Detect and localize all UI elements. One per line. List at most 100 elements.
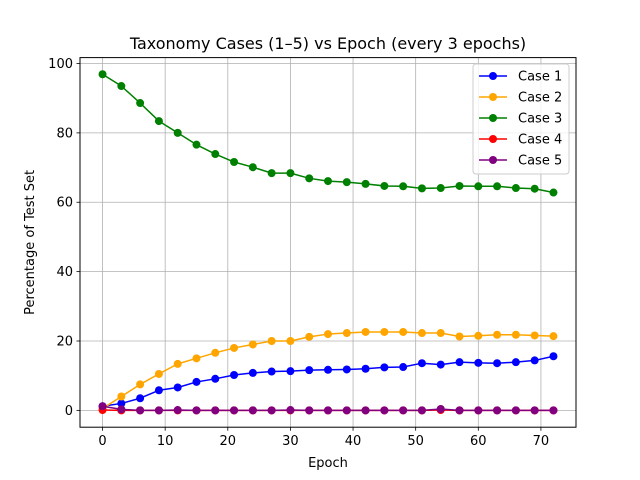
data-point-case-1 (474, 358, 483, 367)
data-point-case-2 (361, 327, 370, 336)
data-point-case-5 (342, 406, 351, 415)
data-point-case-3 (493, 182, 502, 191)
x-axis-label: Epoch (308, 456, 348, 471)
x-tick-label: 30 (282, 434, 299, 449)
chart-title: Taxonomy Cases (1–5) vs Epoch (every 3 e… (129, 34, 526, 53)
data-point-case-5 (136, 406, 145, 415)
data-point-case-3 (324, 177, 332, 186)
data-point-case-1 (436, 360, 445, 369)
x-tick-label: 0 (98, 434, 106, 449)
data-point-case-1 (511, 358, 520, 367)
data-point-case-1 (211, 374, 220, 383)
series-case-1 (98, 352, 558, 411)
data-point-case-2 (117, 392, 126, 401)
data-point-case-3 (530, 184, 539, 193)
data-point-case-3 (117, 82, 126, 91)
data-point-case-5 (305, 406, 314, 415)
data-point-case-3 (154, 117, 163, 126)
data-point-case-3 (173, 128, 182, 137)
series-case-5 (98, 402, 558, 415)
data-point-case-2 (154, 369, 163, 378)
data-point-case-3 (511, 184, 520, 193)
data-point-case-2 (399, 327, 408, 336)
data-point-case-3 (549, 188, 558, 197)
data-point-case-2 (192, 354, 201, 363)
data-point-case-3 (399, 182, 408, 191)
legend-marker (489, 72, 497, 80)
data-point-case-1 (248, 368, 257, 377)
data-point-case-2 (455, 332, 464, 341)
x-tick-label: 20 (220, 434, 237, 449)
data-point-case-3 (361, 179, 370, 188)
y-tick-label: 80 (56, 126, 73, 141)
data-point-case-1 (305, 366, 314, 375)
data-point-case-5 (230, 406, 239, 415)
data-point-case-1 (342, 365, 351, 374)
data-point-case-5 (211, 406, 220, 415)
y-tick-label: 60 (56, 196, 73, 211)
data-point-case-2 (324, 330, 332, 339)
legend-label: Case 5 (518, 154, 562, 169)
data-point-case-3 (267, 169, 276, 178)
data-point-case-5 (436, 404, 445, 413)
data-point-case-2 (549, 332, 558, 341)
data-point-case-1 (173, 383, 182, 392)
series-case-3 (98, 70, 558, 197)
data-point-case-5 (399, 406, 408, 415)
data-point-case-5 (474, 406, 483, 415)
data-point-case-5 (248, 406, 257, 415)
data-point-case-1 (192, 377, 201, 386)
data-point-case-2 (230, 343, 239, 352)
data-point-case-3 (455, 181, 464, 190)
data-point-case-2 (248, 340, 257, 349)
data-point-case-1 (117, 399, 126, 408)
data-point-case-1 (361, 364, 370, 373)
data-point-case-2 (211, 348, 220, 357)
x-tick-label: 50 (407, 434, 424, 449)
data-point-case-5 (324, 406, 332, 415)
data-point-case-1 (530, 356, 539, 365)
data-point-case-2 (511, 330, 520, 339)
data-point-case-1 (154, 386, 163, 395)
data-point-case-3 (192, 140, 201, 149)
data-point-case-3 (230, 158, 239, 167)
series-case-2 (98, 327, 558, 413)
data-point-case-1 (417, 359, 426, 368)
data-point-case-5 (549, 406, 558, 415)
y-tick-label: 0 (65, 404, 73, 419)
series-layer (98, 70, 558, 415)
legend-label: Case 1 (518, 70, 562, 85)
data-point-case-1 (230, 370, 239, 379)
data-point-case-5 (267, 406, 276, 415)
legend-marker (489, 93, 497, 101)
data-point-case-3 (380, 181, 389, 190)
data-point-case-5 (511, 406, 520, 415)
data-point-case-1 (136, 394, 145, 403)
x-axis: 0 10 20 30 40 50 60 70 (98, 427, 549, 449)
data-point-case-5 (493, 406, 502, 415)
y-axis-label: Percentage of Test Set (23, 170, 38, 315)
legend-label: Case 3 (518, 112, 562, 127)
data-point-case-2 (530, 331, 539, 340)
legend-marker (489, 114, 497, 122)
data-point-case-1 (549, 352, 558, 361)
legend-item-case-3: Case 3 (479, 112, 562, 127)
data-point-case-3 (474, 182, 483, 191)
data-point-case-1 (399, 363, 408, 372)
data-point-case-5 (361, 406, 370, 415)
data-point-case-1 (493, 359, 502, 368)
y-tick-label: 40 (56, 265, 73, 280)
data-point-case-3 (417, 184, 426, 193)
data-point-case-1 (455, 358, 464, 367)
data-point-case-2 (267, 337, 276, 346)
x-tick-label: 60 (470, 434, 487, 449)
data-point-case-3 (286, 169, 295, 178)
data-point-case-2 (493, 330, 502, 339)
data-point-case-5 (173, 406, 182, 415)
data-point-case-3 (136, 99, 145, 108)
legend-item-case-2: Case 2 (479, 91, 562, 106)
plot-frame (79, 57, 577, 428)
data-point-case-2 (417, 329, 426, 338)
data-point-case-3 (436, 184, 445, 193)
